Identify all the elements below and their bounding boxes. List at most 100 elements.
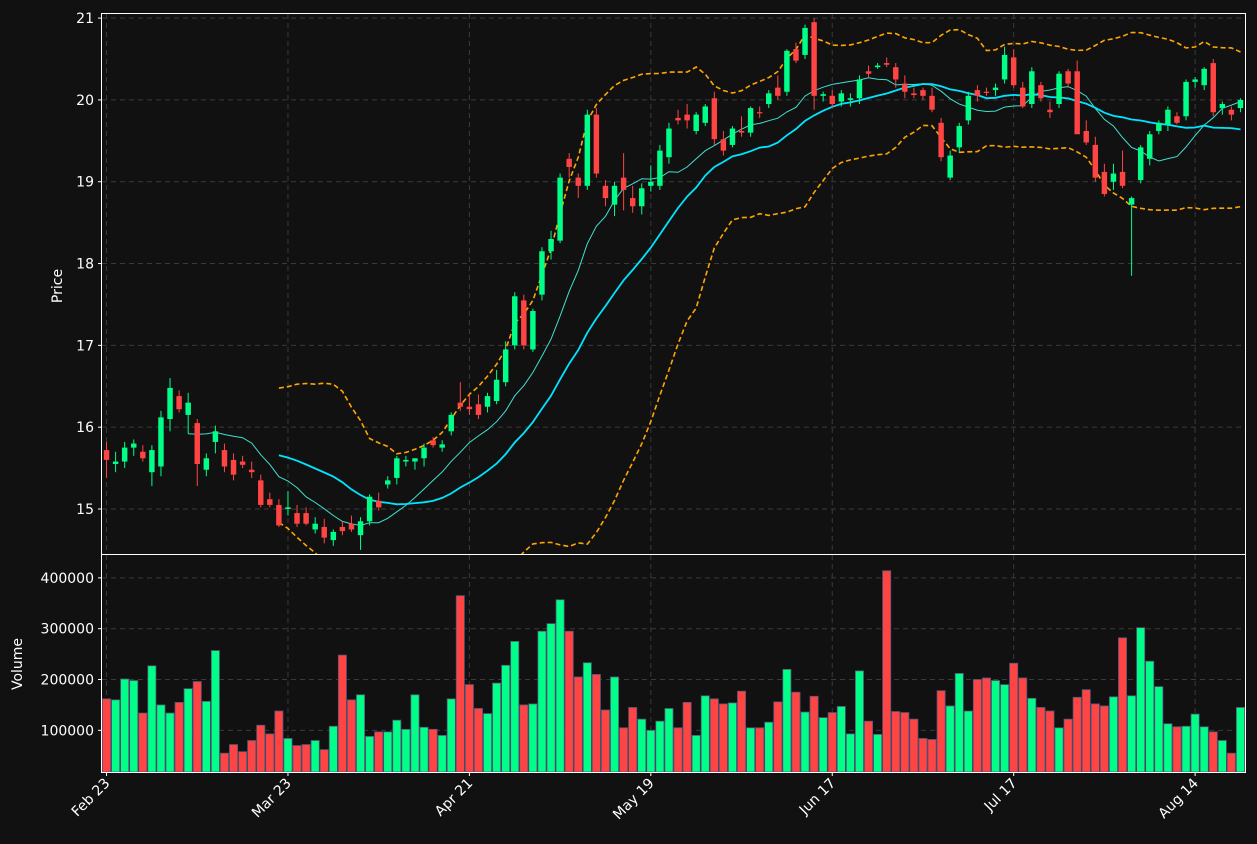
volume-bar bbox=[319, 749, 329, 773]
volume-bar bbox=[963, 710, 973, 773]
volume-bar bbox=[864, 720, 874, 773]
volume-bar bbox=[183, 688, 193, 773]
volume-bar bbox=[918, 738, 928, 773]
volume-bar bbox=[1235, 707, 1245, 773]
volume-bar bbox=[238, 751, 248, 773]
volume-bar bbox=[410, 694, 420, 773]
volume-bar bbox=[591, 674, 601, 773]
candle-body bbox=[938, 122, 944, 158]
volume-bar bbox=[1136, 627, 1146, 773]
volume-bar bbox=[936, 690, 946, 773]
candle-body bbox=[720, 139, 727, 151]
volume-bar bbox=[555, 599, 565, 773]
candle-body bbox=[484, 396, 491, 407]
candle-body bbox=[1119, 171, 1126, 186]
volume-bar bbox=[782, 668, 792, 773]
price-candles bbox=[103, 18, 1244, 550]
volume-bar bbox=[718, 703, 728, 773]
candle-body bbox=[1183, 81, 1189, 117]
candle-body bbox=[339, 527, 346, 532]
candle-body bbox=[675, 117, 681, 121]
candle-body bbox=[911, 93, 917, 95]
candle-body bbox=[502, 349, 509, 383]
volume-bar bbox=[111, 699, 121, 773]
volume-bar bbox=[1127, 695, 1137, 773]
volume-bar bbox=[1199, 726, 1209, 773]
volume-bar bbox=[600, 709, 610, 773]
price-tick-label: 15 bbox=[76, 502, 94, 518]
volume-bar bbox=[1045, 710, 1055, 773]
volume-bar bbox=[619, 727, 629, 773]
volume-bar bbox=[437, 735, 447, 773]
volume-bar bbox=[764, 721, 774, 773]
candle-body bbox=[1174, 116, 1180, 123]
volume-bar bbox=[337, 654, 347, 773]
volume-bar bbox=[800, 711, 810, 773]
volume-axis-label: Volume bbox=[10, 638, 26, 690]
candle-body bbox=[457, 402, 464, 407]
candle-body bbox=[920, 90, 926, 96]
candle-body bbox=[530, 311, 536, 350]
candle-body bbox=[865, 71, 872, 74]
candle-body bbox=[684, 114, 690, 121]
volume-bar bbox=[1018, 677, 1028, 773]
candle-body bbox=[793, 49, 799, 61]
volume-bar bbox=[637, 718, 647, 773]
lower-band-line bbox=[278, 124, 1241, 554]
fast-ma-line bbox=[188, 77, 1241, 527]
volume-bar bbox=[1226, 752, 1236, 773]
candle-body bbox=[1083, 131, 1089, 143]
candle-body bbox=[956, 126, 962, 148]
candle-body bbox=[902, 83, 908, 92]
volume-bar bbox=[383, 731, 393, 773]
volume-tick-label: 300000 bbox=[41, 622, 94, 638]
candle-body bbox=[140, 451, 146, 459]
volume-bar bbox=[174, 701, 184, 773]
volume-bar bbox=[655, 720, 665, 773]
candle-body bbox=[566, 158, 572, 167]
volume-bar bbox=[156, 704, 166, 773]
candle-body bbox=[983, 91, 990, 93]
volume-bar bbox=[546, 623, 556, 773]
candle-body bbox=[448, 414, 454, 432]
volume-bar bbox=[1009, 662, 1019, 773]
volume-tick-label: 400000 bbox=[41, 571, 94, 587]
volume-bar bbox=[564, 630, 574, 773]
candle-body bbox=[466, 406, 473, 410]
candle-body bbox=[548, 239, 554, 252]
candle-body bbox=[348, 523, 355, 530]
candle-body bbox=[820, 94, 826, 96]
volume-bar bbox=[519, 704, 529, 773]
candle-body bbox=[203, 458, 210, 470]
candle-body bbox=[1219, 104, 1226, 109]
candle-body bbox=[230, 459, 237, 475]
volume-bar bbox=[210, 650, 220, 773]
volume-bar bbox=[510, 640, 520, 773]
volume-panel-frame bbox=[101, 554, 1246, 773]
candle-body bbox=[811, 22, 817, 96]
volume-bar bbox=[1163, 723, 1173, 773]
volume-bar bbox=[1145, 660, 1155, 773]
candle-body bbox=[1156, 122, 1162, 131]
candle-body bbox=[1110, 173, 1117, 182]
candle-body bbox=[1165, 109, 1171, 125]
volume-bar bbox=[1217, 740, 1227, 773]
volume-bar bbox=[755, 727, 765, 773]
volume-bar bbox=[219, 752, 229, 773]
volume-bar bbox=[165, 712, 175, 773]
candle-body bbox=[602, 185, 609, 199]
candle-body bbox=[992, 87, 999, 91]
volume-bar bbox=[854, 670, 864, 773]
candle-body bbox=[403, 459, 409, 462]
price-axis-label: Price bbox=[50, 269, 66, 303]
volume-bar bbox=[292, 745, 302, 773]
candle-body bbox=[611, 185, 618, 205]
volume-bar bbox=[981, 677, 991, 773]
candle-body bbox=[412, 458, 418, 462]
volume-bar bbox=[882, 570, 892, 773]
candle-body bbox=[729, 128, 736, 145]
candle-body bbox=[947, 155, 953, 178]
volume-bar bbox=[138, 712, 148, 773]
price-tick-label: 18 bbox=[76, 257, 94, 273]
candle-body bbox=[756, 112, 763, 114]
